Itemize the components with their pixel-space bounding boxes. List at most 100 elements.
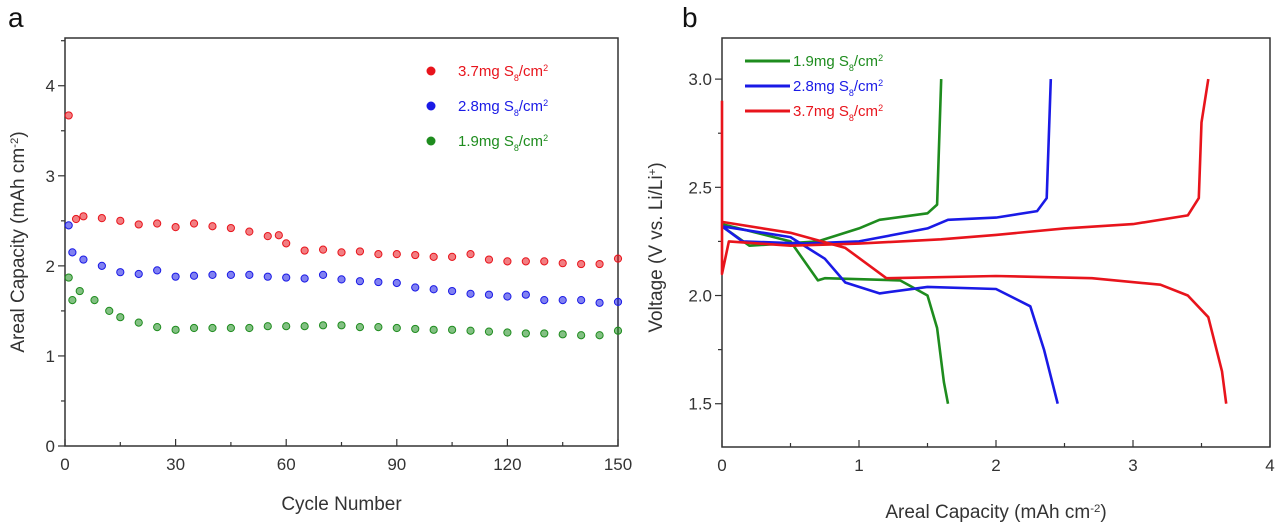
data-point <box>263 232 272 241</box>
y-axis-title: Areal Capacity (mAh cm-2) <box>8 131 29 352</box>
data-point <box>64 111 73 120</box>
data-point <box>374 277 383 287</box>
y-tick-label: 3.0 <box>688 70 712 89</box>
data-point <box>337 321 346 330</box>
data-point <box>577 295 586 305</box>
x-tick-label: 3 <box>1128 456 1137 475</box>
data-point <box>153 323 162 332</box>
data-point <box>429 325 438 334</box>
data-point <box>318 270 328 279</box>
data-point <box>189 219 199 228</box>
data-point <box>411 283 420 292</box>
data-point <box>64 221 73 230</box>
data-point <box>429 285 438 294</box>
data-point <box>226 223 235 233</box>
data-point <box>208 222 217 231</box>
x-axis-title: Areal Capacity (mAh cm-2) <box>885 502 1106 523</box>
label-subscript: 8 <box>514 108 519 118</box>
data-point <box>75 286 84 296</box>
data-point <box>355 247 365 256</box>
data-point <box>79 255 88 264</box>
data-point <box>613 254 623 263</box>
data-point <box>245 227 254 236</box>
label-text: 3.7mg S <box>793 103 849 120</box>
label-superscript: 2 <box>543 63 548 73</box>
data-point <box>79 212 88 221</box>
x-tick-label: 1 <box>854 456 863 475</box>
data-point <box>411 324 420 334</box>
data-point <box>503 292 512 301</box>
label-text: Areal Capacity (mAh cm <box>885 502 1090 523</box>
label-text: /cm <box>854 78 878 95</box>
data-point <box>171 272 180 281</box>
data-point <box>134 318 143 327</box>
label-text: 1.9mg S <box>458 133 514 150</box>
panel-label-b: b <box>682 2 698 33</box>
data-point <box>189 323 199 333</box>
data-point <box>282 239 291 248</box>
y-tick-label: 2.0 <box>688 287 712 306</box>
data-point <box>282 273 291 282</box>
data-point <box>558 295 567 305</box>
data-point <box>540 295 549 305</box>
data-point <box>116 216 125 225</box>
data-point <box>171 223 180 232</box>
data-point <box>97 261 106 270</box>
data-point <box>274 231 283 240</box>
data-point <box>613 326 623 335</box>
legend-label: 3.7mg S8/cm2 <box>458 63 548 83</box>
data-series <box>721 79 950 404</box>
y-tick-label: 1 <box>46 347 55 366</box>
data-point <box>595 331 604 340</box>
data-point <box>540 257 549 266</box>
label-text: /cm <box>519 63 543 80</box>
discharge-curve <box>721 222 950 404</box>
data-point <box>392 278 401 288</box>
legend-label: 2.8mg S8/cm2 <box>458 98 548 118</box>
data-point <box>540 329 549 338</box>
label-superscript: -2 <box>9 138 21 148</box>
label-text: Voltage (V vs. Li/Li <box>646 175 667 332</box>
data-point <box>484 327 494 336</box>
x-axis-title: Cycle Number <box>281 494 402 515</box>
data-point <box>355 323 365 332</box>
data-point <box>263 272 272 281</box>
legend-label: 1.9mg S8/cm2 <box>793 53 883 73</box>
label-text: /cm <box>519 98 543 115</box>
data-point <box>355 277 365 286</box>
label-text: 3.7mg S <box>458 63 514 80</box>
y-tick-label: 2 <box>46 257 55 276</box>
data-point <box>521 290 530 299</box>
label-superscript: -2 <box>1090 503 1100 515</box>
panel-b-voltage-chart: b 0 1 2 3 4 1.5 2.0 2.5 3.0 Areal Capacity (mAh c… <box>646 2 1275 523</box>
data-point <box>448 286 457 296</box>
data-point <box>300 322 309 331</box>
x-tick-label: 2 <box>991 456 1000 475</box>
data-point <box>116 268 125 277</box>
label-superscript: 2 <box>543 133 548 143</box>
data-point <box>71 214 81 224</box>
data-point <box>337 275 346 284</box>
charge-curve <box>720 78 1210 276</box>
data-point <box>521 257 530 266</box>
data-point <box>429 252 438 261</box>
x-tick-label: 0 <box>60 455 69 474</box>
data-point <box>105 306 114 316</box>
label-text: /cm <box>854 103 878 120</box>
x-tick-label: 90 <box>387 455 406 474</box>
y-tick-label: 0 <box>46 437 55 456</box>
data-point <box>90 295 99 305</box>
legend-label: 2.8mg S8/cm2 <box>793 78 883 98</box>
discharge-curve <box>721 225 1059 405</box>
data-point <box>282 322 291 331</box>
y-tick-label: 1.5 <box>688 395 712 414</box>
y-axis-title: Voltage (V vs. Li/Li+) <box>646 162 667 332</box>
x-tick-label: 120 <box>493 455 521 474</box>
data-point <box>245 270 254 279</box>
data-point <box>392 250 401 259</box>
y-tick-label: 4 <box>46 77 55 96</box>
data-point <box>448 325 457 334</box>
data-point <box>595 298 604 307</box>
data-point <box>558 259 567 268</box>
x-tick-label: 0 <box>717 456 726 475</box>
